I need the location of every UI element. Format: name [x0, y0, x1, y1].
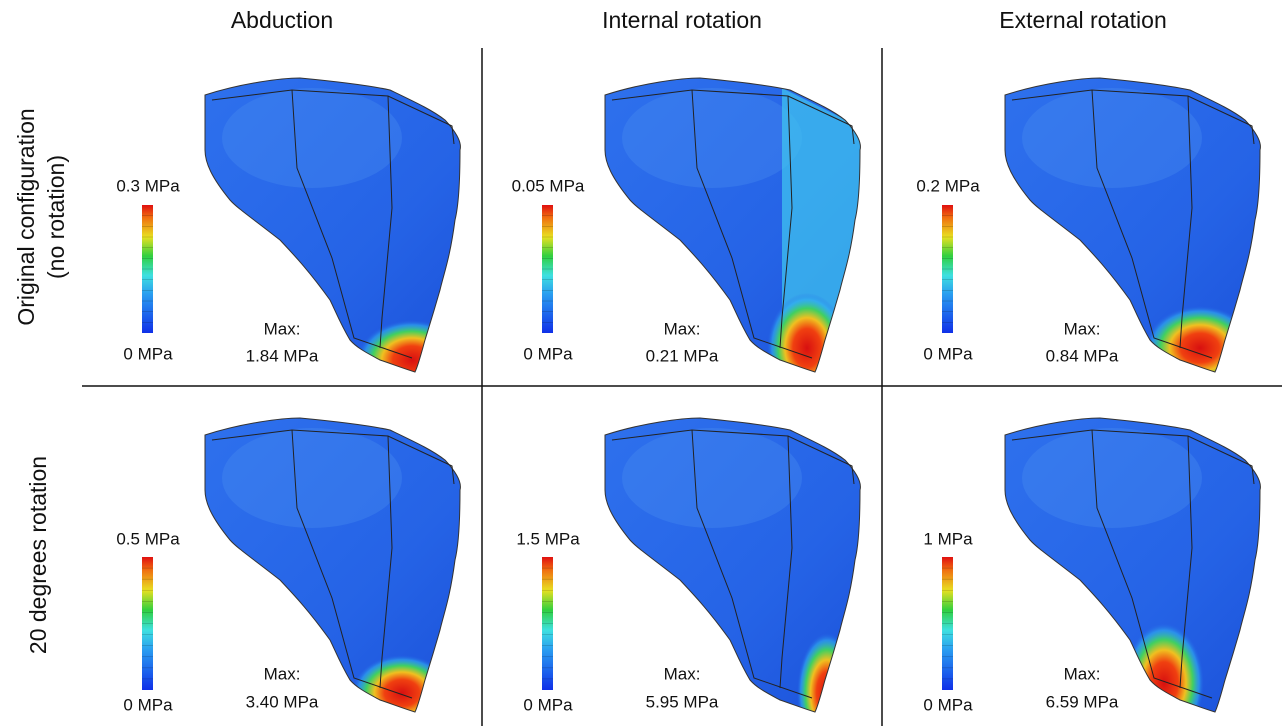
- sheen: [222, 428, 402, 528]
- panel: 1.5 MPa 0 MPa Max: 5.95 MPa: [516, 417, 861, 714]
- colorbar: [542, 557, 553, 690]
- stress-map: [205, 78, 461, 372]
- colorbar: [942, 557, 953, 690]
- scale-max: 1.5 MPa: [516, 529, 580, 548]
- outline: [204, 417, 461, 713]
- mesh-line: [1011, 429, 1255, 699]
- mesh-line: [211, 89, 455, 359]
- scale-min: 0 MPa: [523, 695, 573, 714]
- panel: 0.2 MPa 0 MPa Max: 0.84 MPa: [916, 77, 1261, 373]
- sheen: [1022, 88, 1202, 188]
- scale-min: 0 MPa: [923, 344, 973, 363]
- max-label: Max:: [664, 664, 701, 683]
- stress-map: [1005, 78, 1261, 372]
- sheen: [622, 428, 802, 528]
- mesh-line: [211, 429, 455, 699]
- column-header: External rotation: [999, 7, 1166, 33]
- scale-min: 0 MPa: [123, 344, 173, 363]
- max-value: 0.84 MPa: [1046, 346, 1119, 365]
- scale-min: 0 MPa: [923, 695, 973, 714]
- max-value: 1.84 MPa: [246, 346, 319, 365]
- max-value: 0.21 MPa: [646, 346, 719, 365]
- stress-map: [1005, 418, 1261, 712]
- max-label: Max:: [664, 319, 701, 338]
- scale-min: 0 MPa: [523, 344, 573, 363]
- scale-max: 1 MPa: [923, 529, 973, 548]
- row-header: (no rotation): [43, 155, 69, 279]
- max-label: Max:: [264, 319, 301, 338]
- scale-max: 0.3 MPa: [116, 176, 180, 195]
- mesh-line: [611, 429, 855, 699]
- colorbar: [142, 205, 153, 333]
- scale-max: 0.5 MPa: [116, 529, 180, 548]
- max-value: 6.59 MPa: [1046, 692, 1119, 711]
- column-header: Abduction: [231, 7, 333, 33]
- outline: [204, 77, 461, 373]
- max-label: Max:: [264, 664, 301, 683]
- column-header: Internal rotation: [602, 7, 762, 33]
- hotspot: [767, 293, 847, 372]
- max-label: Max:: [1064, 664, 1101, 683]
- outline: [604, 417, 861, 713]
- hotspot: [357, 320, 461, 372]
- scale-max: 0.2 MPa: [916, 176, 980, 195]
- stress-map: [605, 78, 861, 372]
- max-value: 3.40 MPa: [246, 692, 319, 711]
- sheen: [1022, 428, 1202, 528]
- max-label: Max:: [1064, 319, 1101, 338]
- max-value: 5.95 MPa: [646, 692, 719, 711]
- stress-map: [205, 418, 461, 712]
- panel: 1 MPa 0 MPa Max: 6.59 MPa: [923, 417, 1261, 714]
- colorbar: [942, 205, 953, 333]
- panel: 0.5 MPa 0 MPa Max: 3.40 MPa: [116, 417, 461, 714]
- hotspot: [1145, 306, 1255, 372]
- outline: [1004, 417, 1261, 713]
- panel: 0.3 MPa 0 MPa Max: 1.84 MPa: [116, 77, 461, 373]
- panel: 0.05 MPa 0 MPa Max: 0.21 MPa: [512, 77, 861, 373]
- outline: [1004, 77, 1261, 373]
- row-header: Original configuration: [13, 108, 39, 325]
- scale-max: 0.05 MPa: [512, 176, 585, 195]
- row-header: 20 degrees rotation: [25, 456, 51, 654]
- colorbar: [142, 557, 153, 690]
- stress-map: [605, 418, 861, 712]
- colorbar: [542, 205, 553, 333]
- scale-min: 0 MPa: [123, 695, 173, 714]
- sheen: [622, 88, 802, 188]
- hotspot: [1124, 623, 1204, 712]
- mesh-line: [611, 89, 855, 359]
- mesh-line: [1011, 89, 1255, 359]
- outline: [604, 77, 861, 373]
- sheen: [222, 88, 402, 188]
